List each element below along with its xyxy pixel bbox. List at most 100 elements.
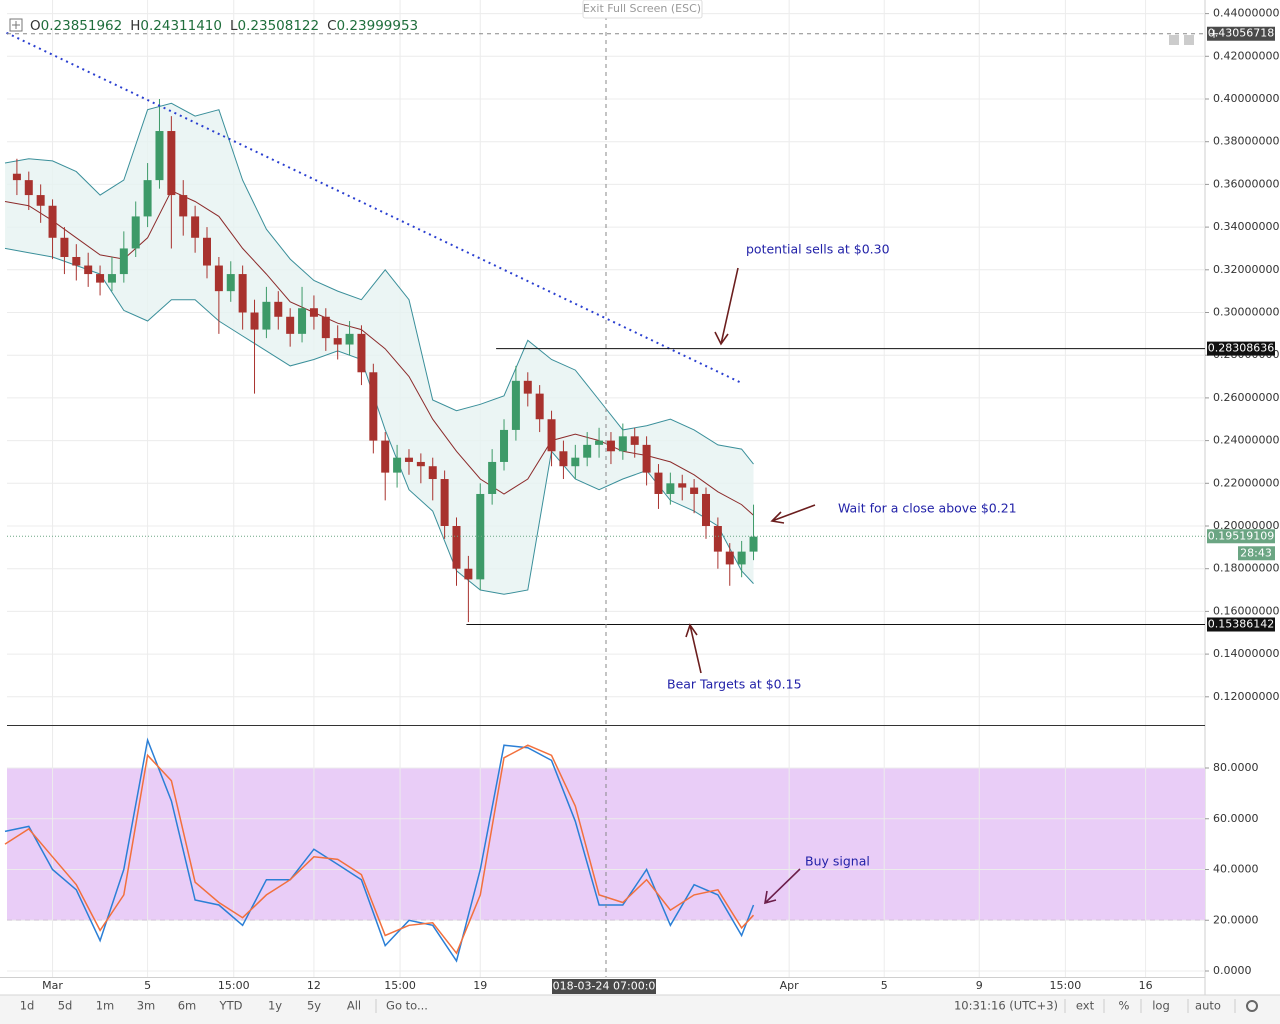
candle-body <box>24 180 33 196</box>
option-button[interactable]: ext <box>1076 999 1095 1013</box>
candle-body <box>238 274 247 313</box>
band-lower <box>4 247 754 595</box>
y-tick-label: 0.30000000 <box>1213 305 1279 318</box>
y-tick-label: 0.22000000 <box>1213 476 1279 489</box>
candle-body <box>119 248 128 275</box>
y-tick-label: 0.38000000 <box>1213 135 1279 148</box>
y-tick-label: 0.14000000 <box>1213 647 1279 660</box>
candle-body <box>428 466 437 480</box>
candle-body <box>452 525 461 569</box>
exit-fullscreen-label: Exit Full Screen (ESC) <box>583 2 701 15</box>
candle-body <box>12 173 21 181</box>
pane-icon[interactable] <box>1184 35 1194 45</box>
y-tick-label: 0.12000000 <box>1213 690 1279 703</box>
last-price-tag: 0.19519109 <box>1208 529 1274 542</box>
exit-fullscreen-button[interactable] <box>582 0 703 19</box>
crosshair-price-tag-bg <box>1207 26 1275 41</box>
ohlc-value: 0.23851962 <box>41 18 123 34</box>
candle-body <box>226 274 235 292</box>
y-tick-label: 0.16000000 <box>1213 604 1279 617</box>
x-tick-label: 15:00 <box>1050 979 1082 992</box>
x-tick-label: 9 <box>976 979 983 992</box>
arrow <box>764 868 801 905</box>
candle-body <box>333 338 342 345</box>
candle-body <box>214 265 223 292</box>
candle-body <box>60 237 69 257</box>
candle-body <box>298 308 307 334</box>
option-button[interactable]: log <box>1152 999 1170 1013</box>
band-middle <box>4 190 754 516</box>
candle-body <box>713 525 722 552</box>
candle-body <box>191 216 200 238</box>
y-tick-label: 0.20000000 <box>1213 519 1279 532</box>
ohlc-key: L <box>230 18 238 34</box>
range-button[interactable]: YTD <box>219 999 243 1013</box>
toolbar-items: 1d 5d 1m 3m 6m YTD 1y 5y All Go to... 10:31:16 (UT… <box>20 999 1236 1013</box>
settings-icon[interactable] <box>1246 1000 1258 1012</box>
y-tick-label: 0.44000000 <box>1213 7 1279 20</box>
candle-body <box>523 380 532 394</box>
candle-body <box>321 316 330 339</box>
option-button[interactable]: % <box>1119 999 1130 1013</box>
candle-body <box>143 180 152 217</box>
ohlc-key: H <box>130 18 140 34</box>
clock: 10:31:16 (UTC+3) <box>954 999 1058 1013</box>
collapse-icon[interactable] <box>9 18 23 32</box>
y-tick-label: 0.26000000 <box>1213 391 1279 404</box>
ohlc-value: 0.23508122 <box>238 18 320 34</box>
y-tick-label: 0.36000000 <box>1213 177 1279 190</box>
range-button[interactable]: 1d <box>20 999 35 1013</box>
candle-body <box>737 551 746 565</box>
range-button[interactable]: 6m <box>178 999 197 1013</box>
stoch-line <box>4 744 755 955</box>
goto-button[interactable]: Go to... <box>386 999 428 1013</box>
candle-body <box>488 461 497 494</box>
y-tick-label: 60.0000 <box>1213 812 1259 825</box>
x-tick-label: Apr <box>780 979 800 992</box>
range-button[interactable]: 1y <box>268 999 282 1013</box>
y-tick-label: 20.0000 <box>1213 913 1259 926</box>
y-tick-label: 0.18000000 <box>1213 562 1279 575</box>
x-tick-label: 5 <box>144 979 151 992</box>
candle-body <box>678 483 687 488</box>
crosshair-time-bg <box>552 979 656 994</box>
candle-body <box>107 274 116 283</box>
candle-body <box>393 457 402 473</box>
annotation: potential sells at $0.30 <box>746 242 890 257</box>
range-button[interactable]: 3m <box>137 999 156 1013</box>
candle-body <box>309 308 318 317</box>
candle-body <box>500 429 509 462</box>
band-upper <box>4 102 754 465</box>
candle-body <box>72 256 81 266</box>
candle-body <box>440 479 449 526</box>
y-tick-label: 0.34000000 <box>1213 220 1279 233</box>
y-tick-label: 80.0000 <box>1213 761 1259 774</box>
candle-body <box>606 440 615 452</box>
x-tick-label: 12 <box>307 979 321 992</box>
candle-body <box>345 333 354 345</box>
crosshair-time: 2018-03-24 07:00:00 <box>546 980 663 993</box>
candle-body <box>262 301 271 330</box>
y-tick-label: 40.0000 <box>1213 863 1259 876</box>
level-tag-bg <box>1207 617 1275 632</box>
crosshair-plus <box>1210 29 1218 38</box>
candle-body <box>179 195 188 217</box>
range-button[interactable]: 1m <box>96 999 115 1013</box>
ohlc-key: C <box>327 18 336 34</box>
toolbar <box>0 995 1280 1024</box>
range-button[interactable]: 5d <box>58 999 73 1013</box>
pane-icon[interactable] <box>1169 35 1179 45</box>
candle-body <box>202 237 211 266</box>
candle-body <box>559 451 568 467</box>
range-button[interactable]: 5y <box>307 999 321 1013</box>
candle-body <box>666 483 675 494</box>
option-button[interactable]: auto <box>1195 999 1221 1013</box>
candle-body <box>96 274 105 283</box>
candle-body <box>250 312 259 330</box>
x-tick-label: 16 <box>1139 979 1153 992</box>
x-tick-label: 19 <box>473 979 487 992</box>
range-button[interactable]: All <box>347 999 361 1013</box>
ohlc-value: 0.23999953 <box>337 18 419 34</box>
last-price-tag-bg <box>1207 529 1275 544</box>
